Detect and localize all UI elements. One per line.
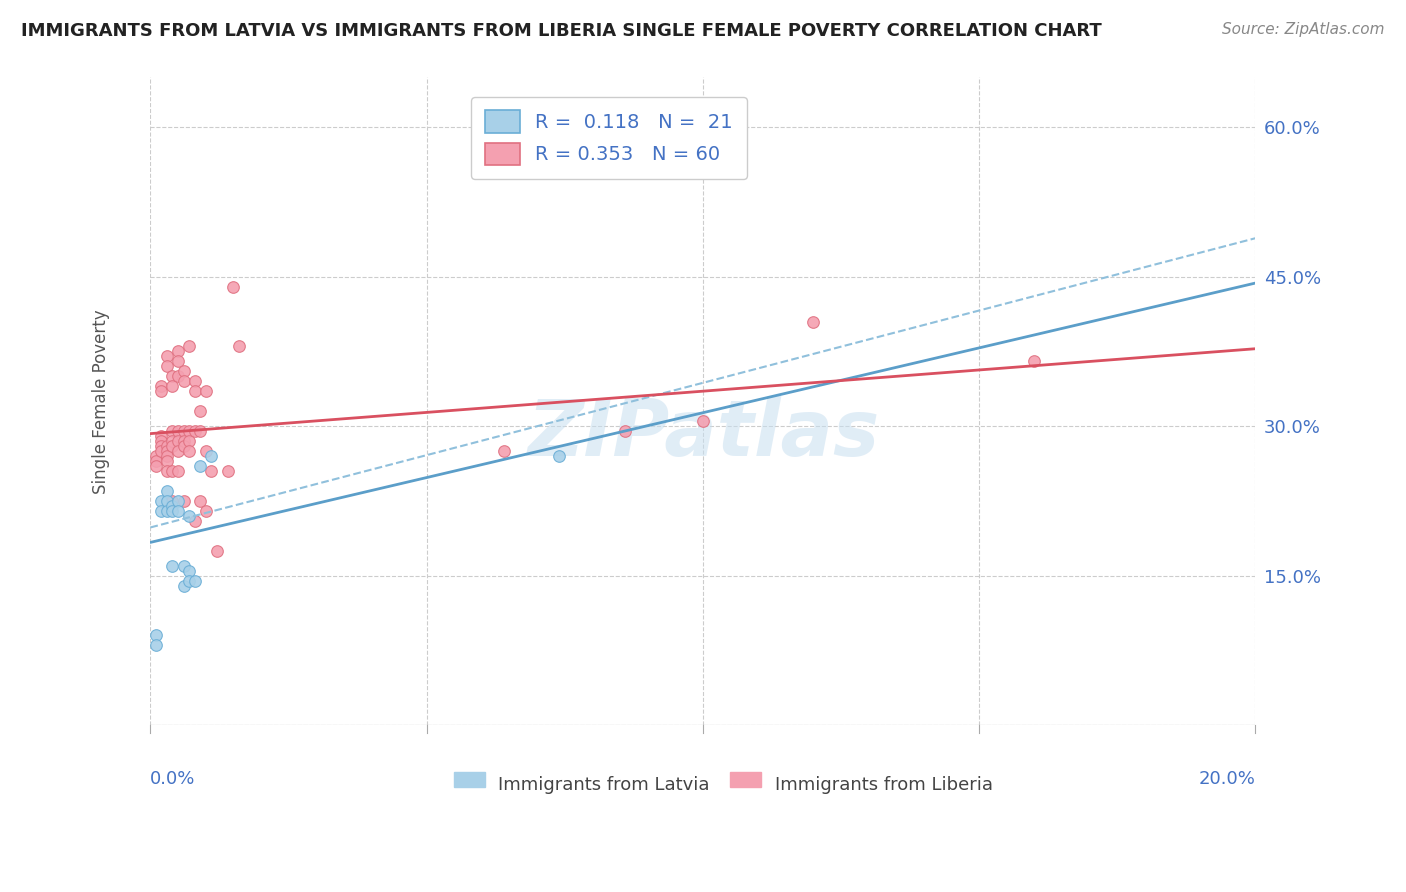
Point (156, 350, 179, 364)
Point (188, 494, 211, 508)
Point (156, 449, 179, 463)
Point (1024, 354, 1046, 368)
Point (150, 439, 173, 453)
Point (188, 424, 211, 438)
Point (183, 424, 205, 438)
Point (145, 639, 167, 653)
Point (150, 429, 173, 443)
Point (167, 354, 190, 368)
Point (167, 369, 190, 384)
Point (156, 439, 179, 453)
Point (222, 279, 245, 293)
Point (150, 494, 173, 508)
Point (200, 449, 222, 463)
Text: 20.0%: 20.0% (1198, 771, 1256, 789)
Point (167, 344, 190, 359)
Point (162, 558, 184, 573)
Point (177, 339, 200, 353)
Point (194, 504, 217, 518)
Text: Single Female Poverty: Single Female Poverty (91, 309, 110, 493)
Point (177, 564, 200, 578)
Point (194, 444, 217, 458)
Text: Immigrants from Liberia: Immigrants from Liberia (775, 776, 993, 794)
Point (188, 404, 211, 418)
Legend: R =  0.118   N =  21, R = 0.353   N = 60: R = 0.118 N = 21, R = 0.353 N = 60 (471, 97, 747, 178)
Text: IMMIGRANTS FROM LATVIA VS IMMIGRANTS FROM LIBERIA SINGLE FEMALE POVERTY CORRELAT: IMMIGRANTS FROM LATVIA VS IMMIGRANTS FRO… (21, 22, 1102, 40)
Point (492, 444, 515, 458)
Point (145, 628, 167, 642)
Point (177, 434, 200, 449)
Point (162, 499, 184, 513)
Point (167, 504, 190, 518)
Point (162, 424, 184, 438)
Point (156, 454, 179, 468)
Point (205, 543, 228, 558)
Point (167, 494, 190, 508)
Point (548, 449, 571, 463)
Point (173, 579, 195, 593)
Text: Immigrants from Latvia: Immigrants from Latvia (498, 776, 710, 794)
Point (177, 508, 200, 523)
Point (167, 464, 190, 478)
Point (150, 384, 173, 399)
Point (801, 315, 824, 329)
Point (150, 434, 173, 449)
Point (173, 434, 195, 449)
Point (692, 414, 714, 428)
Point (162, 439, 184, 453)
Point (162, 464, 184, 478)
Point (156, 359, 179, 374)
Point (150, 444, 173, 458)
Point (145, 454, 167, 468)
Text: 0.0%: 0.0% (150, 771, 195, 789)
Point (183, 514, 205, 528)
Point (173, 364, 195, 378)
Point (156, 504, 179, 518)
Point (228, 339, 250, 353)
Bar (454, 772, 485, 787)
Point (183, 384, 205, 399)
Point (188, 458, 211, 473)
Point (200, 464, 222, 478)
Point (183, 375, 205, 389)
Point (162, 434, 184, 449)
Point (162, 369, 184, 384)
Point (150, 504, 173, 518)
Point (173, 424, 195, 438)
Point (173, 558, 195, 573)
Point (177, 444, 200, 458)
Point (145, 458, 167, 473)
Text: ZIPatlas: ZIPatlas (527, 396, 879, 472)
Point (183, 574, 205, 588)
Point (162, 494, 184, 508)
Point (150, 379, 173, 393)
Point (162, 504, 184, 518)
Point (614, 424, 637, 438)
Point (156, 444, 179, 458)
Point (177, 574, 200, 588)
Text: Source: ZipAtlas.com: Source: ZipAtlas.com (1222, 22, 1385, 37)
Point (173, 375, 195, 389)
Bar (731, 772, 762, 787)
Point (167, 444, 190, 458)
Point (167, 424, 190, 438)
Point (173, 439, 195, 453)
Point (217, 464, 239, 478)
Point (156, 494, 179, 508)
Point (173, 494, 195, 508)
Point (194, 384, 217, 399)
Point (156, 483, 179, 498)
Point (167, 434, 190, 449)
Point (162, 379, 184, 393)
Point (177, 424, 200, 438)
Point (156, 464, 179, 478)
Point (145, 449, 167, 463)
